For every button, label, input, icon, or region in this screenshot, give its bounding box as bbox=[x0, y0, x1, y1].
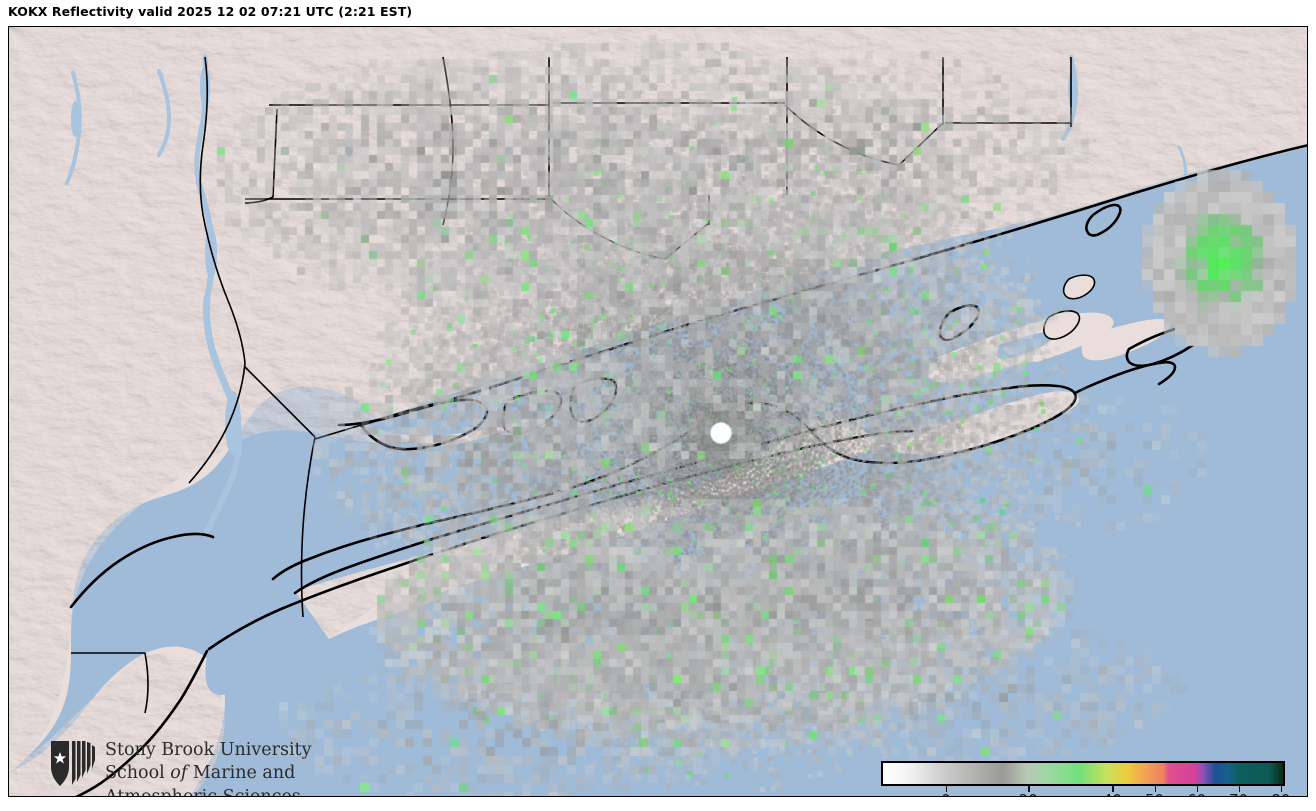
logo-line-2c: Marine and bbox=[187, 763, 296, 784]
colorbar-tick bbox=[1112, 786, 1114, 792]
sbu-somas-logo: Stony Brook University School of Marine … bbox=[49, 739, 311, 796]
colorbar-tick-label: 70 bbox=[1229, 791, 1248, 796]
colorbar-tick bbox=[945, 786, 948, 792]
logo-line-2: School of Marine and bbox=[105, 762, 311, 785]
colorbar-tick-label: 50 bbox=[1145, 791, 1164, 796]
map-clip: Stony Brook University School of Marine … bbox=[9, 27, 1307, 796]
radar-map-panel[interactable]: Stony Brook University School of Marine … bbox=[8, 26, 1308, 797]
colorbar-tick-label: 80 bbox=[1271, 791, 1290, 796]
page-title: KOKX Reflectivity valid 2025 12 02 07:21… bbox=[8, 4, 413, 19]
colorbar-gradient bbox=[883, 763, 1283, 784]
logo-line-2a: School bbox=[105, 763, 171, 784]
logo-line-1: Stony Brook University bbox=[105, 740, 312, 760]
logo-text-block: Stony Brook University School of Marine … bbox=[105, 739, 311, 796]
colorbar-tick-label: 60 bbox=[1187, 791, 1206, 796]
radar-reflectivity-layer bbox=[9, 27, 1307, 796]
colorbar-tick bbox=[1280, 786, 1283, 792]
logo-line-3: Atmospheric Sciences bbox=[105, 786, 311, 796]
colorbar-tick-labels: 0 20 40 50 60 70 80 bbox=[881, 791, 1290, 796]
colorbar-tick bbox=[1238, 786, 1241, 792]
colorbar-tick-label: 0 bbox=[941, 791, 951, 796]
colorbar-swatch[interactable] bbox=[881, 761, 1285, 786]
title-bar: KOKX Reflectivity valid 2025 12 02 07:21… bbox=[0, 0, 1316, 26]
colorbar-tick bbox=[1028, 786, 1030, 792]
colorbar-tick bbox=[1196, 786, 1199, 792]
colorbar-legend[interactable]: 0 20 40 50 60 70 80 bbox=[873, 755, 1293, 796]
colorbar-tick bbox=[1154, 786, 1157, 792]
logo-line-2b: of bbox=[170, 763, 188, 784]
colorbar-tick-label: 40 bbox=[1103, 791, 1122, 796]
colorbar-tick-label: 20 bbox=[1019, 791, 1038, 796]
shield-star-icon bbox=[51, 741, 95, 786]
colorbar-ticks bbox=[881, 786, 1285, 793]
